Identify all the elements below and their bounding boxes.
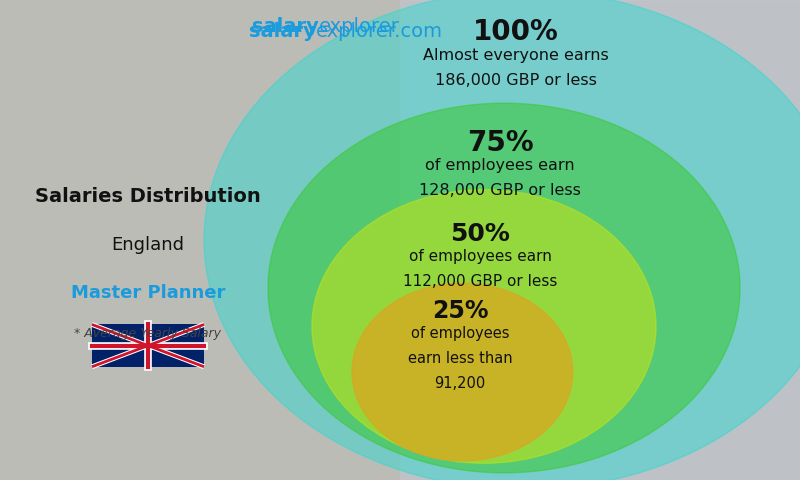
Bar xyxy=(400,0,800,480)
Text: England: England xyxy=(111,236,185,254)
Text: 50%: 50% xyxy=(450,222,510,246)
Text: 91,200: 91,200 xyxy=(434,376,486,391)
Text: * Average Yearly Salary: * Average Yearly Salary xyxy=(74,327,222,340)
Text: Master Planner: Master Planner xyxy=(71,284,225,302)
Text: 75%: 75% xyxy=(466,129,534,156)
Text: salary: salary xyxy=(253,17,319,36)
Text: earn less than: earn less than xyxy=(408,351,512,366)
Text: of employees earn: of employees earn xyxy=(425,158,575,173)
Bar xyxy=(92,324,204,367)
Bar xyxy=(0,0,400,480)
Text: explorer: explorer xyxy=(319,17,400,36)
Text: of employees earn: of employees earn xyxy=(409,249,551,264)
Text: of employees: of employees xyxy=(410,326,510,341)
Ellipse shape xyxy=(312,190,656,463)
Ellipse shape xyxy=(352,283,573,461)
Text: 186,000 GBP or less: 186,000 GBP or less xyxy=(435,72,597,88)
Ellipse shape xyxy=(204,0,800,480)
Text: 128,000 GBP or less: 128,000 GBP or less xyxy=(419,183,581,198)
Text: explorer.com: explorer.com xyxy=(316,22,443,41)
Ellipse shape xyxy=(268,103,740,473)
Text: 100%: 100% xyxy=(473,18,559,46)
Text: salary: salary xyxy=(250,22,316,41)
Text: 112,000 GBP or less: 112,000 GBP or less xyxy=(403,274,557,289)
Text: Almost everyone earns: Almost everyone earns xyxy=(423,48,609,63)
Text: Salaries Distribution: Salaries Distribution xyxy=(35,187,261,206)
Text: 25%: 25% xyxy=(432,299,488,323)
